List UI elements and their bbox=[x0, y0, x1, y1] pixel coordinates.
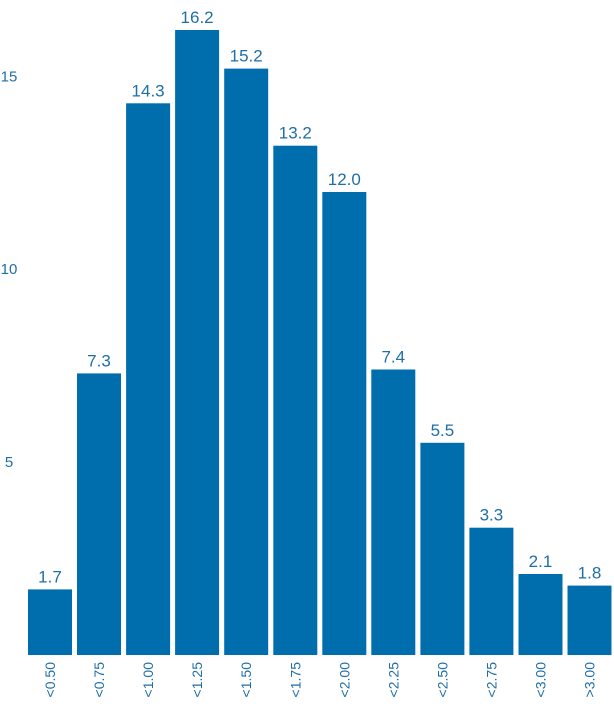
bar bbox=[567, 585, 612, 655]
data-label: 1.8 bbox=[578, 564, 602, 583]
data-label: 1.7 bbox=[38, 567, 62, 586]
bars bbox=[28, 30, 612, 656]
data-label: 7.4 bbox=[381, 348, 405, 367]
x-tick-label: <1.50 bbox=[238, 662, 254, 698]
y-tick-label: 15 bbox=[1, 68, 18, 85]
x-tick-label: <1.00 bbox=[140, 662, 156, 698]
data-label: 3.3 bbox=[480, 506, 504, 525]
bar bbox=[28, 589, 72, 655]
x-tick-label: <0.50 bbox=[42, 662, 58, 698]
x-tick-label: <2.50 bbox=[434, 662, 450, 698]
x-tick-label: <2.00 bbox=[336, 662, 352, 698]
data-label: 7.3 bbox=[87, 351, 111, 370]
data-labels: 1.7 7.3 14.3 16.2 15.2 13.2 12.0 7.4 5.5 3.3 2.1 1.… bbox=[38, 8, 601, 586]
bar bbox=[224, 68, 269, 656]
data-label: 12.0 bbox=[328, 170, 361, 189]
x-tick-label: <3.00 bbox=[533, 662, 549, 698]
bar bbox=[126, 103, 171, 656]
bar bbox=[469, 527, 514, 655]
data-label: 2.1 bbox=[529, 552, 553, 571]
x-axis: <0.50 <0.75 <1.00 <1.25 <1.50 <1.75 <2.00 <2.25… bbox=[42, 662, 598, 698]
x-tick-label: <1.25 bbox=[189, 662, 205, 698]
y-tick-label: 10 bbox=[1, 261, 18, 278]
data-label: 13.2 bbox=[279, 124, 312, 143]
data-label: 14.3 bbox=[132, 81, 165, 100]
x-tick-label: <1.75 bbox=[287, 662, 303, 698]
data-label: 15.2 bbox=[230, 47, 263, 66]
bar bbox=[322, 192, 367, 655]
x-tick-label: <0.75 bbox=[91, 662, 107, 698]
bar bbox=[420, 442, 465, 655]
y-axis: 5 10 15 bbox=[1, 68, 18, 471]
bar bbox=[175, 30, 220, 655]
bar bbox=[518, 574, 563, 655]
data-label: 5.5 bbox=[431, 421, 455, 440]
bar bbox=[371, 369, 416, 655]
x-tick-label: >3.00 bbox=[582, 662, 598, 698]
data-label: 16.2 bbox=[181, 8, 214, 27]
x-tick-label: <2.75 bbox=[483, 662, 499, 698]
y-tick-label: 5 bbox=[5, 454, 13, 471]
bar bbox=[77, 373, 121, 655]
bar bbox=[273, 145, 318, 655]
x-tick-label: <2.25 bbox=[385, 662, 401, 698]
